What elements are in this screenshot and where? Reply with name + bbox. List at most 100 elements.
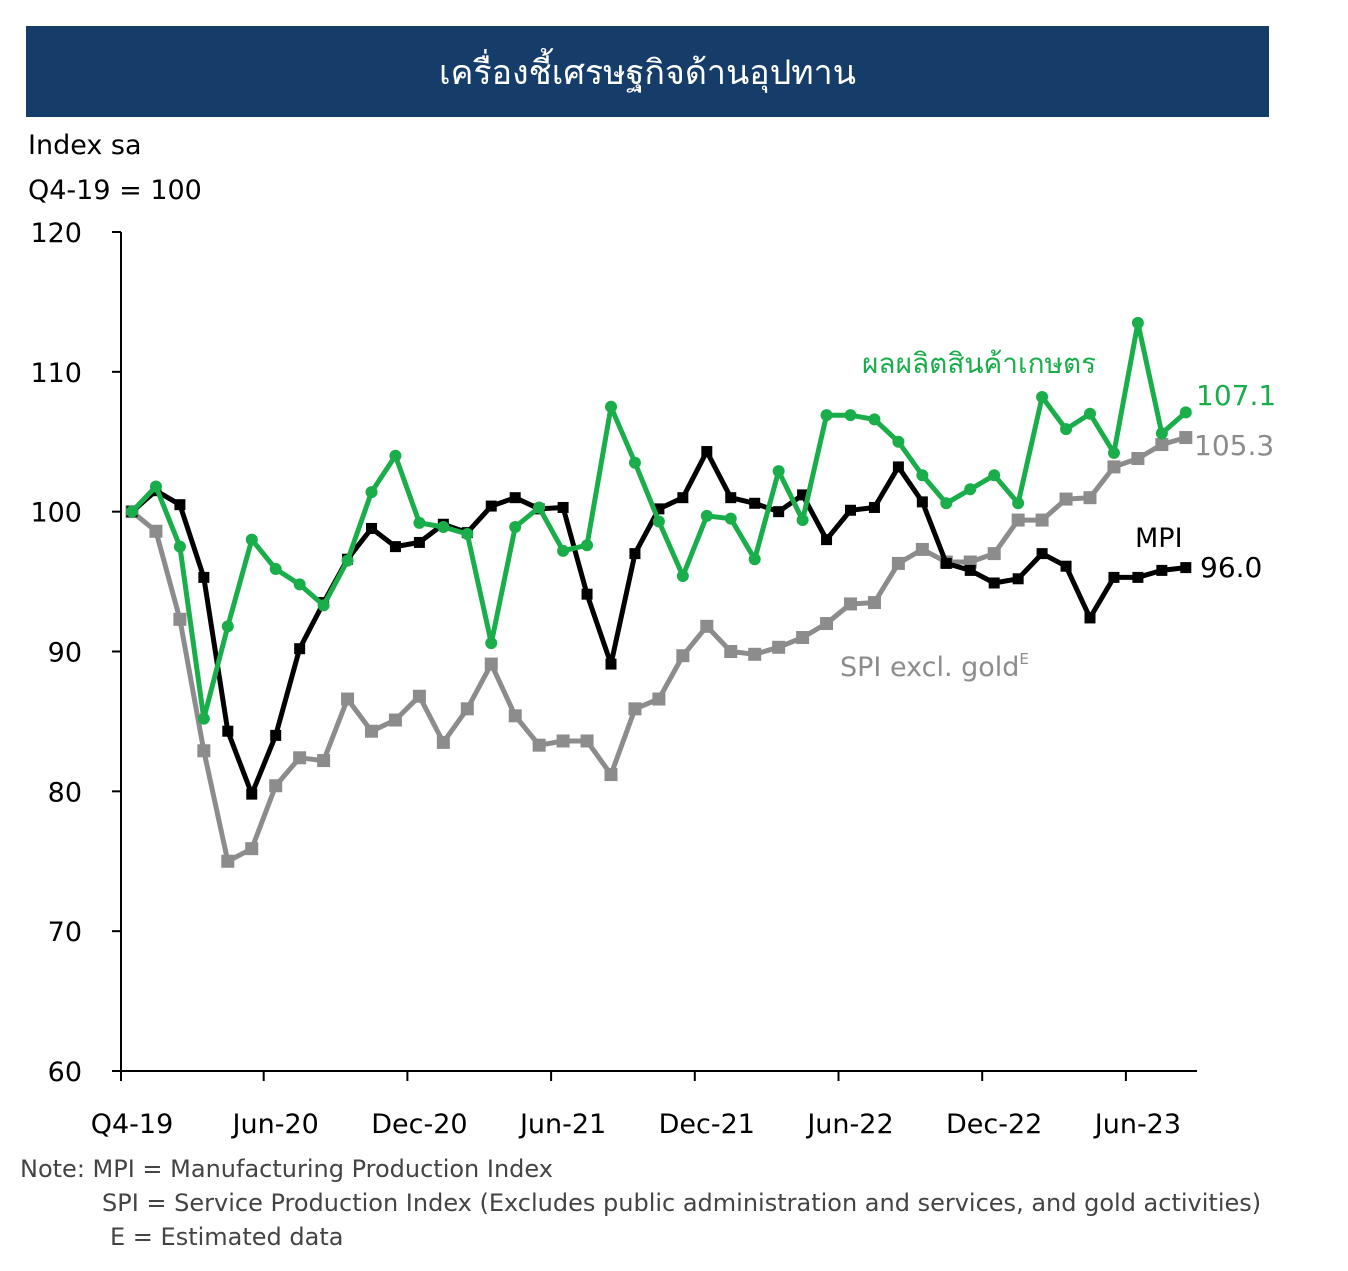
spi-point (1011, 513, 1025, 527)
mpi-point (749, 497, 761, 509)
agri-point (221, 620, 234, 633)
spi-point (436, 735, 450, 749)
y-tick-label: 70 (48, 917, 82, 948)
agri-point (748, 553, 761, 566)
agri-point (365, 486, 378, 499)
agri-point (940, 497, 953, 510)
note-spi: SPI = Service Production Index (Excludes… (102, 1189, 1262, 1217)
mpi-point (389, 541, 401, 553)
spi-series-label-text: SPI excl. gold (840, 652, 1019, 683)
y-tick-label: 110 (30, 358, 82, 389)
spi-point (844, 597, 857, 611)
agri-point (700, 509, 713, 522)
spi-point (748, 647, 762, 661)
mpi-series-label: MPI (1135, 523, 1183, 554)
spi-series-label: SPI excl. goldE (840, 650, 1029, 683)
agri-point (293, 578, 306, 591)
spi-point (580, 734, 594, 748)
mpi-point (988, 577, 1000, 589)
mpi-point (270, 729, 282, 741)
spi-point (365, 724, 378, 738)
mpi-point (509, 492, 521, 504)
mpi-point (294, 643, 306, 655)
mpi-point (940, 557, 952, 569)
agri-point (724, 512, 737, 525)
spi-point (460, 702, 474, 716)
mpi-point (677, 492, 689, 504)
spi-point (532, 738, 546, 752)
spi-point (484, 657, 498, 671)
mpi-series-line (130, 449, 1187, 797)
chart-title-banner: เครื่องชี้เศรษฐกิจด้านอุปทาน (26, 26, 1269, 117)
spi-point (1059, 492, 1073, 506)
mpi-point (1180, 562, 1192, 574)
agri-point (149, 480, 162, 493)
mpi-point (1132, 571, 1144, 583)
x-tick-label: Q4-19 (91, 1109, 174, 1140)
agri-point (820, 409, 833, 422)
y-tick-label: 90 (48, 638, 82, 669)
mpi-point (629, 548, 641, 560)
x-tick-label: Dec-20 (371, 1109, 467, 1140)
spi-point (388, 713, 402, 727)
spi-point (293, 751, 307, 765)
x-tick-label: Jun-21 (518, 1109, 606, 1140)
x-tick-label: Dec-22 (946, 1109, 1042, 1140)
agri-point (844, 409, 857, 422)
spi-point (772, 640, 786, 654)
y-tick-label: 100 (30, 498, 82, 529)
x-tick-label: Jun-20 (231, 1109, 319, 1140)
agri-point (1179, 406, 1192, 419)
agri-point (916, 469, 929, 482)
mpi-point (1108, 571, 1120, 583)
mpi-point (773, 506, 785, 518)
agri-point (772, 465, 785, 478)
agri-point (1060, 423, 1073, 436)
mpi-point (605, 658, 617, 670)
agri-point (437, 521, 450, 534)
spi-point (987, 547, 1001, 561)
spi-point (796, 631, 810, 645)
agri-point (485, 637, 498, 650)
spi-point (149, 524, 163, 538)
spi-point (891, 556, 905, 570)
agri-point (868, 413, 881, 426)
mpi-point (557, 501, 569, 513)
y-tick-label: 60 (48, 1057, 82, 1088)
mpi-point (725, 492, 737, 504)
mpi-point (701, 446, 713, 458)
spi-point (915, 542, 929, 556)
y-axis-unit-line1: Index sa (28, 130, 142, 161)
mpi-point (1060, 560, 1072, 572)
agri-point (269, 562, 282, 575)
mpi-point (821, 534, 833, 546)
spi-point (341, 692, 355, 706)
agri-point (557, 544, 570, 557)
agri-point (581, 539, 594, 552)
agri-point (1084, 407, 1096, 420)
spi-point (1107, 460, 1121, 474)
note-estimated: E = Estimated data (110, 1223, 344, 1251)
mpi-point (174, 499, 186, 511)
mpi-point (653, 503, 665, 515)
agri-point (605, 400, 617, 413)
agri-point (1012, 497, 1025, 510)
agri-point (652, 515, 665, 528)
spi-series-label-superscript: E (1019, 650, 1028, 668)
agri-point (1131, 316, 1144, 329)
agri-point (1107, 446, 1120, 459)
spi-point (1035, 513, 1049, 527)
y-tick-label: 80 (48, 777, 82, 808)
spi-point (724, 645, 738, 658)
spi-point (508, 709, 522, 723)
y-axis-unit-line2: Q4-19 = 100 (28, 175, 202, 206)
agri-point (676, 569, 689, 582)
footnotes: Note: MPI = Manufacturing Production Ind… (20, 1152, 1261, 1254)
agri-point (892, 435, 905, 448)
spi-point (820, 617, 834, 631)
spi-point (197, 744, 211, 758)
mpi-point (797, 489, 809, 501)
spi-point (1083, 491, 1097, 505)
spi-point (173, 612, 187, 626)
agri-point (197, 712, 210, 725)
